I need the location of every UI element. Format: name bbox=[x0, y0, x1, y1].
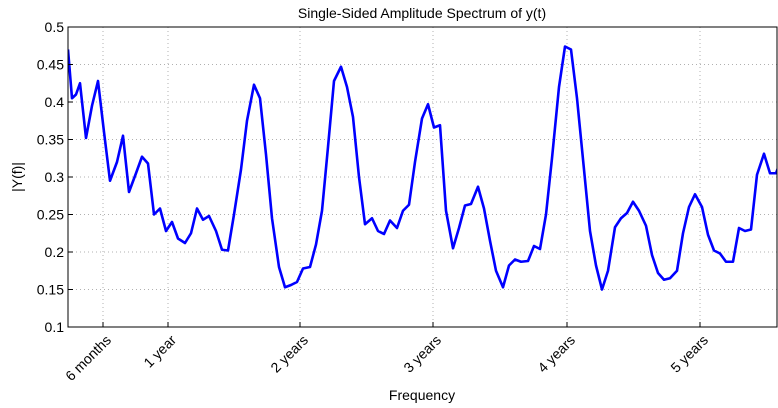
data-line bbox=[68, 45, 777, 291]
x-tick-label: 1 year bbox=[140, 332, 179, 371]
y-tick-label: 0.25 bbox=[37, 207, 64, 223]
grid bbox=[68, 26, 777, 328]
x-tick-label: 6 months bbox=[62, 332, 114, 384]
x-tick-label: 5 years bbox=[667, 332, 711, 376]
y-tick-label: 0.2 bbox=[45, 244, 65, 260]
y-tick-label: 0.1 bbox=[45, 319, 65, 335]
y-axis-label: |Y(f)| bbox=[9, 162, 25, 192]
x-tick-label: 3 years bbox=[400, 332, 444, 376]
y-tick-label: 0.35 bbox=[37, 132, 64, 148]
y-tick-label: 0.4 bbox=[45, 94, 65, 110]
plot-area bbox=[68, 45, 777, 291]
ticks: 0.1 0.15 0.2 0.25 0.3 0.35 0.4 0.45 0.5 6 months 1… bbox=[37, 19, 711, 384]
y-tick-label: 0.3 bbox=[45, 169, 65, 185]
y-tick-label: 0.5 bbox=[45, 19, 65, 35]
chart-title: Single-Sided Amplitude Spectrum of y(t) bbox=[298, 5, 546, 21]
x-axis-label: Frequency bbox=[389, 387, 455, 403]
y-tick-label: 0.45 bbox=[37, 57, 64, 73]
x-tick-label: 2 years bbox=[267, 332, 311, 376]
y-tick-label: 0.15 bbox=[37, 282, 64, 298]
axes-box bbox=[67, 26, 778, 328]
x-tick-label: 4 years bbox=[534, 332, 578, 376]
